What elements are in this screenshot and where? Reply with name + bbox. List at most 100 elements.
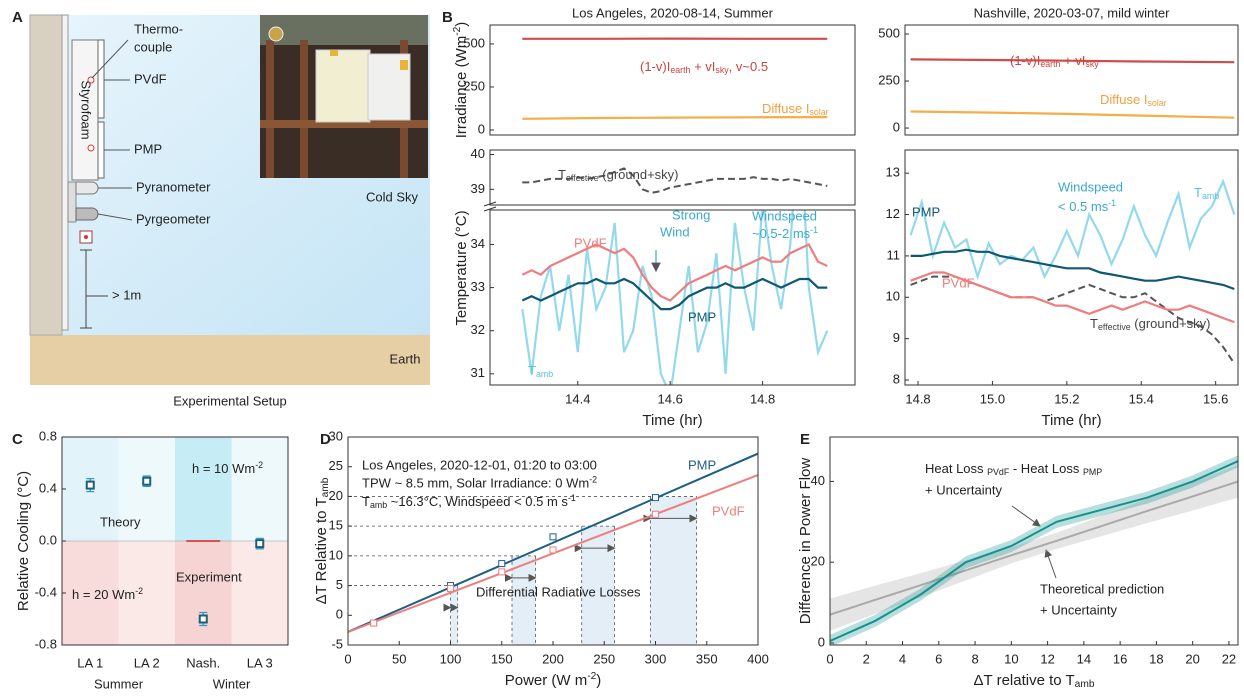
y-tick-label: -0.8 xyxy=(35,636,57,651)
pyranometer xyxy=(75,181,99,195)
text-part: earth xyxy=(1040,59,1060,69)
note: TPW ~ 8.5 mm, Solar Irradiance: 0 Wm-2 xyxy=(362,475,597,491)
x-tick-label: 400 xyxy=(747,651,769,666)
y-tick-label: 0 xyxy=(336,607,343,622)
text-part: -2 xyxy=(452,26,463,35)
annotation: Windspeed xyxy=(1058,179,1123,194)
y-tick-label: 0.0 xyxy=(39,532,57,547)
wall-plate xyxy=(61,14,69,331)
panel-label: B xyxy=(442,9,453,26)
chart-title: Los Angeles, 2020-08-14, Summer xyxy=(572,5,774,20)
frame xyxy=(489,149,856,206)
series-label: Teffective (ground+sky) xyxy=(1090,316,1211,332)
x-tick-label: 6 xyxy=(935,651,942,666)
x-tick-label: 8 xyxy=(971,651,978,666)
arrow xyxy=(1044,549,1057,579)
series-line xyxy=(910,271,1235,324)
series-line xyxy=(522,167,828,194)
marker xyxy=(549,546,557,554)
text-part: Power (W m xyxy=(505,672,588,689)
uncertainty-band xyxy=(830,455,1238,645)
x-axis-label: Power (W m-2) xyxy=(505,671,602,689)
region xyxy=(62,541,119,645)
arrow xyxy=(1011,505,1041,527)
text-part: Irradiance (Wm xyxy=(453,36,470,139)
pmp-label: PMP xyxy=(134,141,162,156)
x-tick-label: 20 xyxy=(1185,651,1199,666)
text-part: ~0.5-2 ms xyxy=(752,226,811,241)
text-part: Diffuse I xyxy=(1100,92,1147,107)
x-tick-label: 12 xyxy=(1040,651,1054,666)
x-tick-label: 4 xyxy=(899,651,906,666)
text-part: Diffuse I xyxy=(762,101,809,116)
series-label: Diffuse Isolar xyxy=(1100,92,1167,108)
text-part: < 0.5 ms xyxy=(1058,199,1109,214)
series-label: Experiment xyxy=(176,569,242,584)
marker xyxy=(255,539,265,549)
text-part: Heat Loss xyxy=(925,461,987,476)
text-part: amb xyxy=(1075,679,1095,690)
x-tick-label: LA 3 xyxy=(247,655,273,670)
text-part: ~16.3°C, Windspeed < 0.5 m s xyxy=(387,494,568,509)
series-label: PMP xyxy=(912,204,940,219)
x-axis-label: Time (hr) xyxy=(1041,412,1101,429)
x-tick-label: 0 xyxy=(826,651,833,666)
y-tick-label: 13 xyxy=(886,165,900,180)
thermocouple xyxy=(87,76,95,84)
series-label: PVdF xyxy=(574,235,607,250)
y-tick-label: 0.4 xyxy=(39,480,57,495)
y-axis-label: ΔT Relative to Tamb xyxy=(313,477,331,604)
y-tick-label: 0 xyxy=(818,634,825,649)
text-part: ΔT relative to T xyxy=(974,672,1075,689)
plot-area xyxy=(521,210,829,385)
region xyxy=(231,437,288,541)
styrofoam-label: Styrofoam xyxy=(79,80,94,139)
text-part: -1 xyxy=(568,493,576,503)
marker xyxy=(549,533,557,541)
text-part: amb xyxy=(320,477,331,497)
y-tick-label: 250 xyxy=(463,78,485,93)
annotation: h = 10 Wm-2 xyxy=(192,460,263,476)
x-tick-label: 150 xyxy=(491,651,513,666)
pyranometer-label: Pyranometer xyxy=(136,179,211,194)
marker xyxy=(142,476,152,486)
series-line xyxy=(910,58,1235,64)
note: Los Angeles, 2020-12-01, 01:20 to 03:00 xyxy=(362,457,597,472)
setup-diagram: Styrofoam Thermo- couple PVdF PMP Pyrano… xyxy=(29,14,430,408)
text-part: -1 xyxy=(810,225,818,235)
y-axis-label: Difference in Power Flow xyxy=(797,458,814,625)
text-part: , v~0.5 xyxy=(729,59,768,74)
x-tick-label: 0 xyxy=(344,651,351,666)
y-tick-label: 32 xyxy=(471,322,485,337)
y-tick-label: 25 xyxy=(329,458,343,473)
text-part: -2 xyxy=(587,671,596,682)
x-tick-label: 300 xyxy=(645,651,667,666)
series-line xyxy=(910,110,1235,119)
y-tick-label: -0.4 xyxy=(35,584,57,599)
frame xyxy=(489,24,856,136)
text-part: effective xyxy=(566,173,599,183)
frame xyxy=(904,24,1239,136)
pyrgeometer-label: Pyrgeometer xyxy=(136,211,211,226)
band-label: Differential Radiative Losses xyxy=(476,584,641,599)
y-tick-label: -5 xyxy=(331,636,343,651)
text-part: (1-v)I xyxy=(640,59,670,74)
text-part: h = 10 Wm xyxy=(192,461,255,476)
text-part: sky xyxy=(1085,59,1099,69)
note: Tamb ~16.3°C, Windspeed < 0.5 m s-1 xyxy=(362,493,576,510)
y-tick-label: 39 xyxy=(471,181,485,196)
text-part: ΔT Relative to T xyxy=(313,497,330,604)
text-part: + vI xyxy=(1060,53,1085,68)
series-line xyxy=(521,277,828,311)
text-part: PVdF xyxy=(987,467,1010,477)
text-part: -2 xyxy=(255,460,263,470)
earth-label: Earth xyxy=(389,351,420,366)
sky-label: Cold Sky xyxy=(366,189,419,204)
marker xyxy=(85,480,95,490)
text-part: solar xyxy=(1147,98,1166,108)
series-label: PVdF xyxy=(712,503,745,518)
x-tick-label: 10 xyxy=(1004,651,1018,666)
series-label: Teffective (ground+sky) xyxy=(558,167,679,183)
